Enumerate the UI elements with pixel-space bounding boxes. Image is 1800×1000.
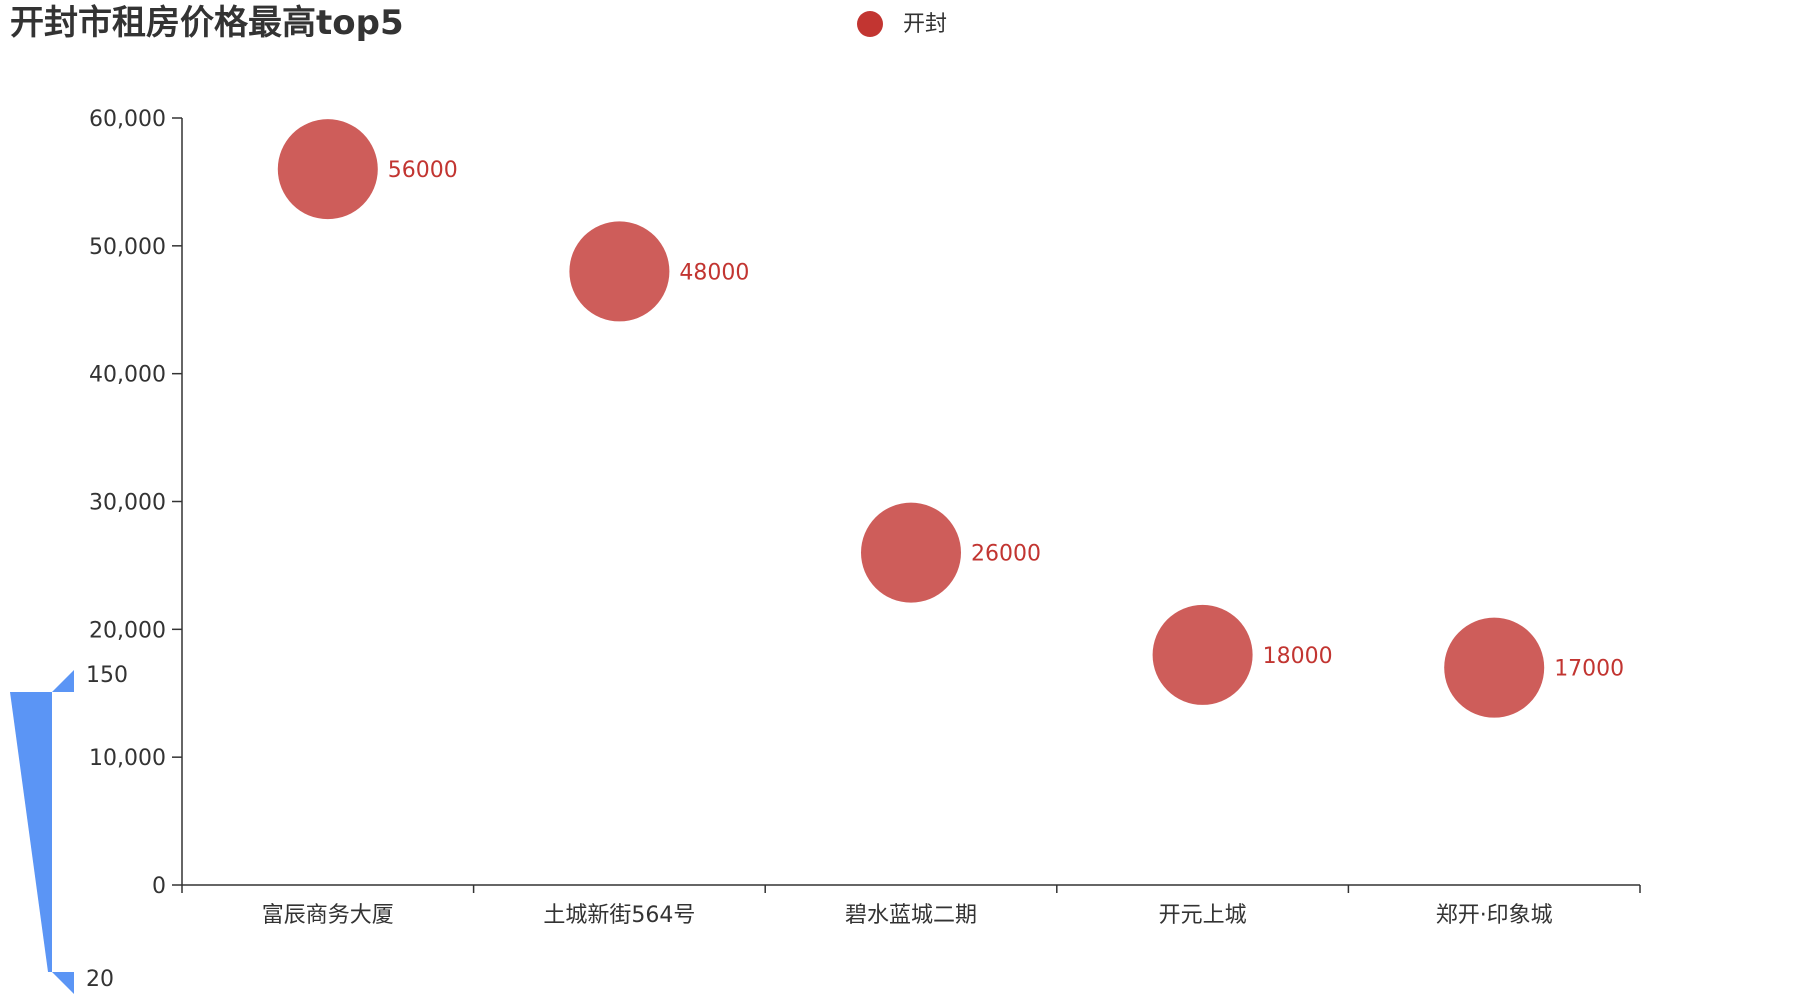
visual-map-handle-min[interactable] [52, 972, 74, 994]
x-tick-label: 郑开·印象城 [1436, 903, 1553, 928]
legend[interactable]: 开封 [857, 11, 947, 37]
x-tick-label: 开元上城 [1159, 903, 1247, 928]
data-label: 26000 [971, 542, 1041, 567]
visual-map-max-label: 150 [86, 663, 128, 688]
data-label: 48000 [679, 260, 749, 285]
data-label: 56000 [388, 158, 458, 183]
x-axis: 富辰商务大厦 土城新街564号 碧水蓝城二期 开元上城 郑开·印象城 [181, 884, 1641, 928]
legend-marker[interactable] [857, 11, 883, 37]
data-label: 17000 [1554, 657, 1624, 682]
data-point[interactable] [1152, 604, 1253, 705]
data-point[interactable] [861, 502, 961, 603]
x-tick-label: 富辰商务大厦 [262, 903, 394, 928]
y-tick-label: 20,000 [89, 618, 166, 643]
y-tick-label: 10,000 [89, 746, 166, 771]
y-tick-label: 30,000 [89, 491, 166, 516]
data-labels: 56000 48000 26000 18000 17000 [388, 158, 1624, 682]
chart-title: 开封市租房价格最高top5 [10, 3, 404, 43]
y-axis: 0 10,000 20,000 30,000 40,000 50,000 60,000 [89, 107, 183, 899]
visual-map-min-label: 20 [86, 967, 114, 992]
data-label: 18000 [1263, 644, 1333, 669]
data-point[interactable] [1444, 617, 1545, 718]
visual-map-handle-max[interactable] [52, 670, 74, 692]
data-point[interactable] [277, 119, 378, 220]
visual-map[interactable]: 150 20 [10, 663, 128, 994]
y-tick-label: 50,000 [89, 235, 166, 260]
x-tick-label: 土城新街564号 [543, 903, 695, 928]
data-point[interactable] [569, 221, 670, 322]
legend-label[interactable]: 开封 [903, 12, 947, 37]
y-tick-label: 40,000 [89, 363, 166, 388]
x-tick-label: 碧水蓝城二期 [845, 903, 977, 928]
visual-map-bar [10, 692, 52, 972]
y-tick-label: 0 [152, 874, 166, 899]
y-tick-label: 60,000 [89, 107, 166, 132]
data-points [277, 119, 1545, 718]
